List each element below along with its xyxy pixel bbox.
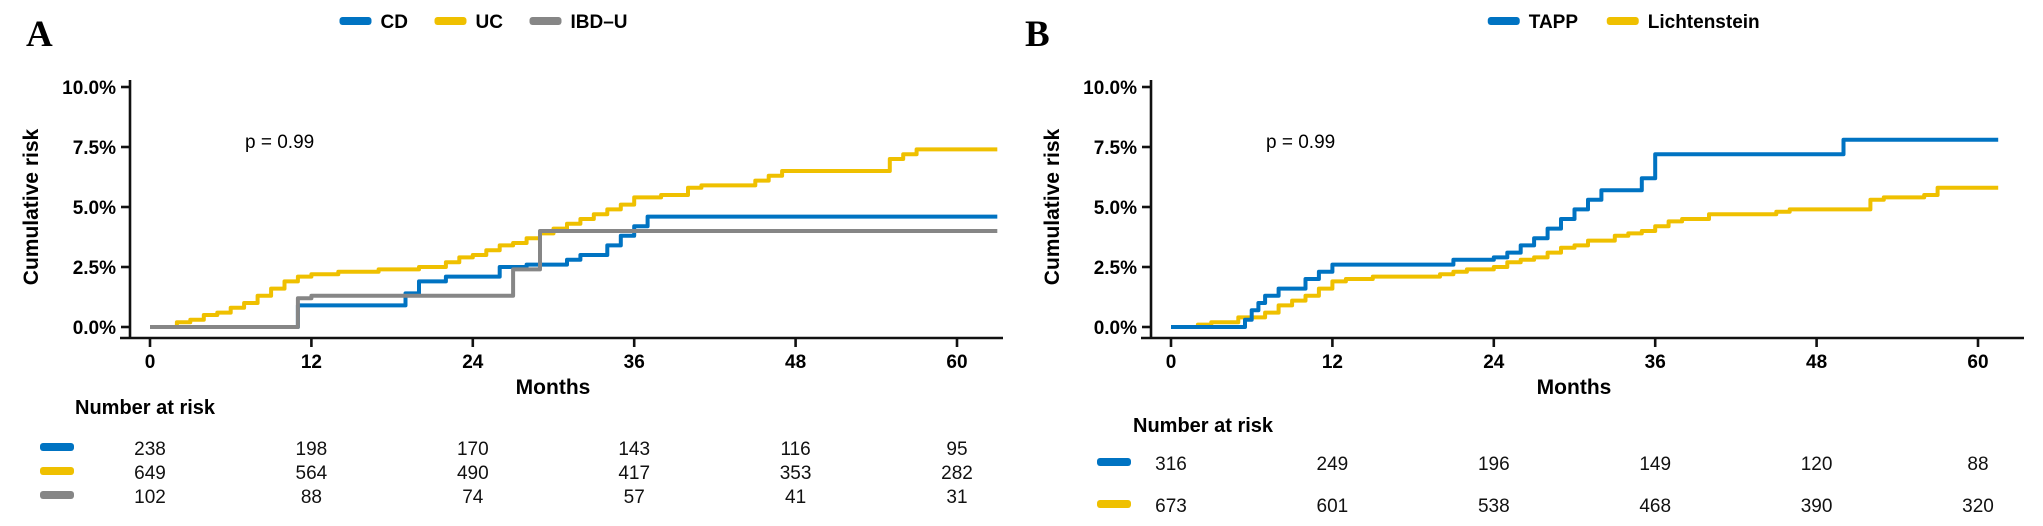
risk-count: 282 <box>941 463 973 484</box>
risk-count: 538 <box>1478 496 1510 517</box>
y-tick-label: 5.0% <box>73 198 116 219</box>
legend-key-TAPP <box>1487 17 1520 25</box>
y-tick-label: 10.0% <box>1083 78 1137 99</box>
risk-count: 468 <box>1639 496 1671 517</box>
y-tick-label: 2.5% <box>73 258 116 279</box>
risk-count: 417 <box>618 463 650 484</box>
risk-count: 95 <box>946 439 967 460</box>
x-tick-label: 12 <box>1322 352 1343 373</box>
x-tick-label: 36 <box>624 352 645 373</box>
legend-b: TAPP Lichtenstein <box>1487 12 1760 33</box>
risk-count: 390 <box>1801 496 1833 517</box>
risk-key-UC <box>40 467 74 475</box>
p-value-a: p = 0.99 <box>245 132 314 153</box>
risk-key-CD <box>40 443 74 451</box>
y-tick-label: 0.0% <box>1094 318 1137 339</box>
series-line-IBD–U <box>150 229 998 329</box>
risk-count: 31 <box>946 487 967 508</box>
risk-count: 57 <box>624 487 645 508</box>
y-axis-title-a: Cumulative risk <box>20 128 43 285</box>
risk-key-Lichtenstein <box>1097 500 1131 508</box>
km-chart-b: B TAPP Lichtenstein p = 0.99 Cumulative r… <box>1025 12 2024 517</box>
number-at-risk-title-a: Number at risk <box>75 397 216 419</box>
risk-count: 143 <box>618 439 650 460</box>
risk-count: 490 <box>457 463 489 484</box>
risk-count: 74 <box>462 487 484 508</box>
number-at-risk-title-b: Number at risk <box>1133 415 1274 437</box>
legend-key-Lichtenstein <box>1606 17 1639 25</box>
risk-count: 238 <box>134 439 166 460</box>
series-line-UC <box>150 147 998 329</box>
x-tick-label: 36 <box>1645 352 1666 373</box>
panel-b: B TAPP Lichtenstein p = 0.99 Cumulative r… <box>1021 0 2042 526</box>
x-tick-label: 0 <box>1166 352 1177 373</box>
x-tick-label: 24 <box>1483 352 1505 373</box>
y-tick-label: 5.0% <box>1094 198 1137 219</box>
risk-count: 88 <box>1967 454 1988 475</box>
risk-count: 198 <box>296 439 328 460</box>
series-line-CD <box>150 214 998 329</box>
x-tick-label: 48 <box>1806 352 1827 373</box>
risk-count: 316 <box>1155 454 1187 475</box>
y-tick-label: 7.5% <box>73 138 116 159</box>
risk-count: 353 <box>780 463 812 484</box>
risk-count: 196 <box>1478 454 1510 475</box>
number-at-risk-table-b: 316 249 196 149 120 88 673 601 538 468 390 320 <box>1097 454 1994 517</box>
km-chart-a: A CD UC IBD–U p = 0.99 Cumulative risk Mon… <box>20 12 1003 508</box>
risk-count: 673 <box>1155 496 1187 517</box>
legend-key-IBD–U <box>529 17 562 25</box>
panel-label-b: B <box>1025 14 1050 55</box>
plot-area-b: 0.0% 2.5% 5.0% 7.5% 10.0% 0 12 24 36 48 60 <box>1083 78 2024 373</box>
legend-label-UC: UC <box>476 12 504 33</box>
risk-count: 116 <box>780 439 810 460</box>
y-tick-label: 0.0% <box>73 318 116 339</box>
number-at-risk-table-a: 238 198 170 143 116 95 649 564 490 417 353 282 102 88… <box>40 439 973 508</box>
risk-count: 601 <box>1317 496 1349 517</box>
risk-key-IBD–U <box>40 491 74 499</box>
plot-area-a: 0.0% 2.5% 5.0% 7.5% 10.0% 0 12 24 36 48 60 <box>62 78 1003 373</box>
y-tick-label: 7.5% <box>1094 138 1137 159</box>
legend-label-Lichtenstein: Lichtenstein <box>1648 12 1760 33</box>
x-axis-title-a: Months <box>516 376 591 399</box>
y-axis-title-b: Cumulative risk <box>1041 128 1064 285</box>
legend-a: CD UC IBD–U <box>339 12 628 33</box>
legend-label-IBD–U: IBD–U <box>571 12 628 33</box>
x-tick-label: 0 <box>145 352 156 373</box>
x-axis-title-b: Months <box>1537 376 1612 399</box>
y-tick-label: 10.0% <box>62 78 116 99</box>
x-tick-label: 60 <box>1967 352 1988 373</box>
risk-count: 249 <box>1317 454 1349 475</box>
risk-count: 120 <box>1801 454 1833 475</box>
risk-count: 170 <box>457 439 489 460</box>
x-tick-label: 24 <box>462 352 484 373</box>
legend-label-TAPP: TAPP <box>1529 12 1579 33</box>
risk-count: 149 <box>1639 454 1671 475</box>
risk-count: 564 <box>296 463 328 484</box>
x-tick-label: 60 <box>946 352 967 373</box>
series-line-Lichtenstein <box>1171 185 1999 329</box>
x-tick-label: 12 <box>301 352 322 373</box>
risk-count: 649 <box>134 463 166 484</box>
p-value-b: p = 0.99 <box>1266 132 1335 153</box>
series-line-TAPP <box>1171 137 1999 329</box>
x-tick-label: 48 <box>785 352 806 373</box>
risk-count: 102 <box>134 487 166 508</box>
legend-label-CD: CD <box>381 12 408 33</box>
panel-a: A CD UC IBD–U p = 0.99 Cumulative risk Mon… <box>0 0 1021 526</box>
legend-key-CD <box>339 17 372 25</box>
risk-count: 88 <box>301 487 322 508</box>
risk-count: 320 <box>1962 496 1994 517</box>
legend-key-UC <box>434 17 467 25</box>
panel-label-a: A <box>26 14 53 55</box>
risk-key-TAPP <box>1097 458 1131 466</box>
y-tick-label: 2.5% <box>1094 258 1137 279</box>
risk-count: 41 <box>785 487 806 508</box>
